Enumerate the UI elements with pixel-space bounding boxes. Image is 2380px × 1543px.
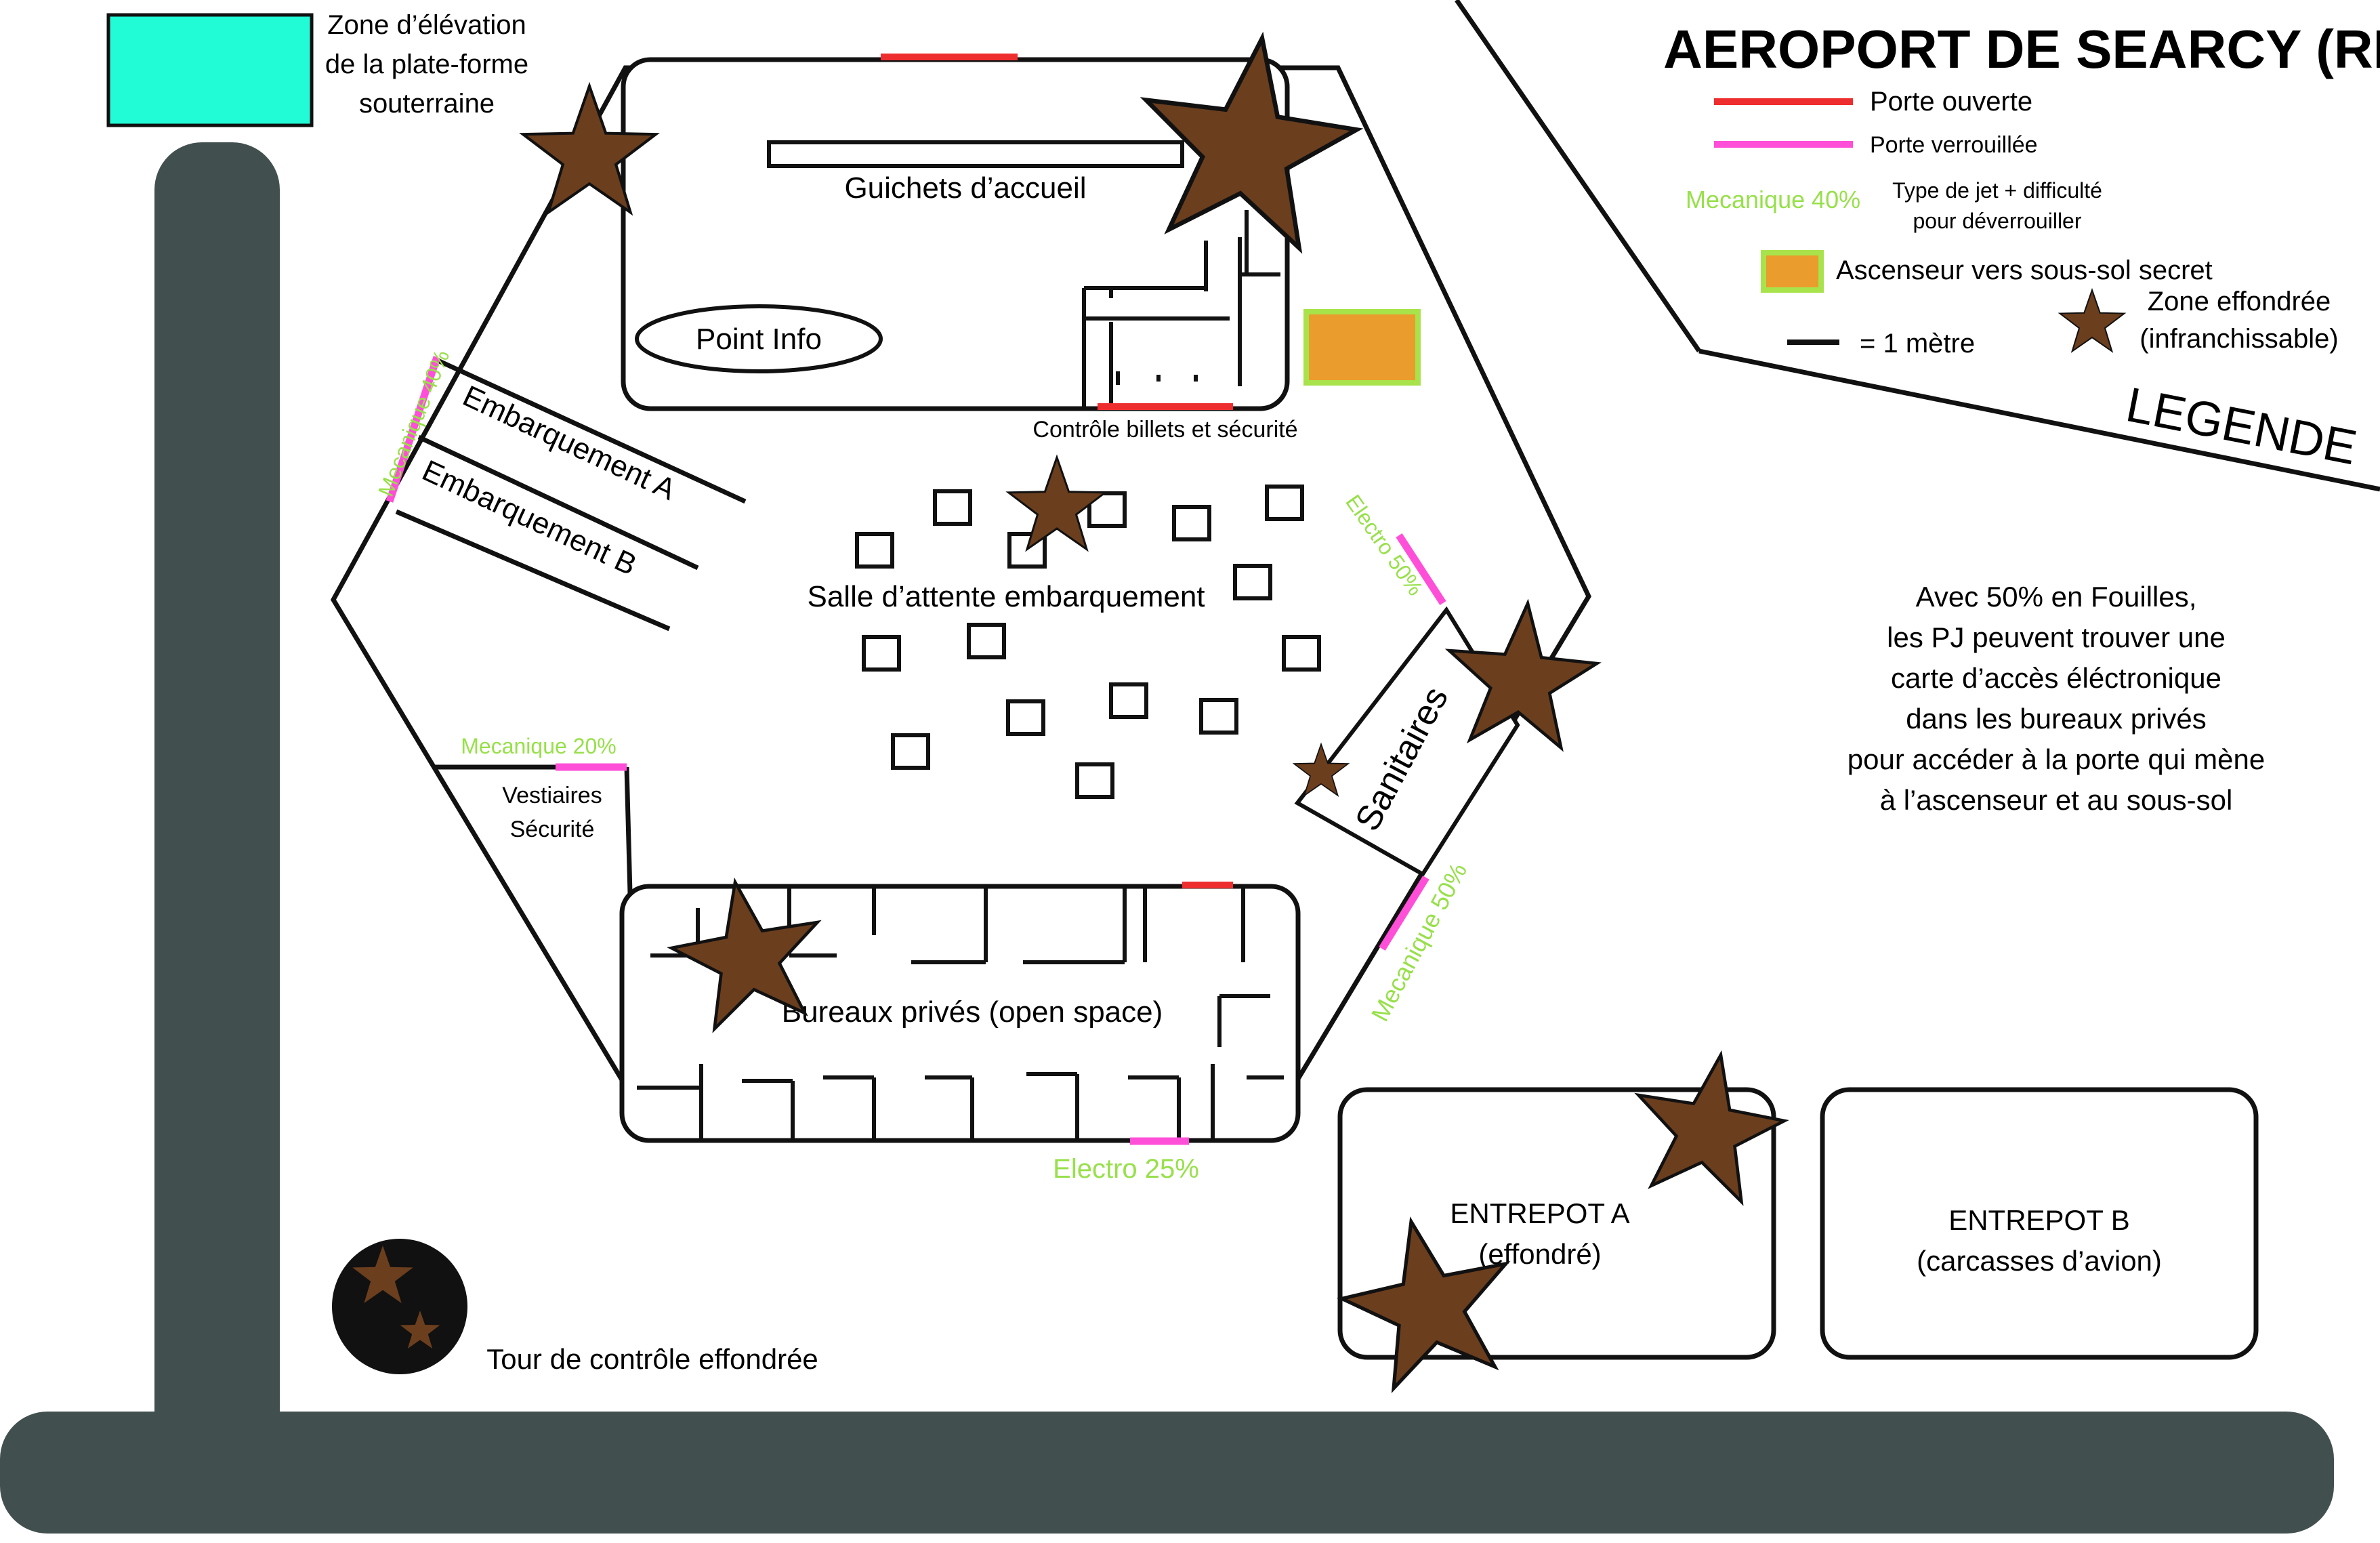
reception-label: Guichets d’accueil xyxy=(844,171,1086,205)
map-title: AEROPORT DE SEARCY (RDC) xyxy=(1663,19,2380,79)
warehouse-a-label-1: ENTREPOT A xyxy=(1450,1197,1629,1229)
waiting-area-label: Salle d’attente embarquement xyxy=(807,580,1205,613)
legend-collapsed-label-2: (infranchissable) xyxy=(2139,324,2338,354)
legend-elevator-label: Ascenseur vers sous-sol secret xyxy=(1836,255,2213,285)
note: Avec 50% en Fouilles, les PJ peuvent tro… xyxy=(1847,581,2265,816)
boarding-locked-door xyxy=(385,356,441,503)
legend-collapsed-star xyxy=(2059,289,2125,352)
warehouse-b-label-2: (carcasses d’avion) xyxy=(1917,1245,2162,1277)
note-line-5: pour accéder à la porte qui mène xyxy=(1847,743,2265,775)
skill-electro-50: Electro 50% xyxy=(1341,490,1427,600)
legend-elevator-swatch xyxy=(1761,250,1824,293)
restrooms-locked-door xyxy=(1396,533,1446,605)
office-partitions xyxy=(637,888,1284,1138)
platform-zone-label-1: Zone d’élévation xyxy=(327,10,526,40)
east-locked-door xyxy=(1379,876,1429,951)
legend-scale-label: = 1 mètre xyxy=(1860,329,1975,358)
info-point xyxy=(635,304,883,373)
platform-zone-label-3: souterraine xyxy=(359,89,495,119)
offices-label: Bureaux privés (open space) xyxy=(782,995,1163,1029)
boarding-corridors xyxy=(395,356,747,632)
skill-mecanique-20: Mecanique 20% xyxy=(461,734,616,758)
legend-door-open-label: Porte ouverte xyxy=(1870,87,2032,117)
waiting-seats xyxy=(855,485,1321,799)
road-vertical xyxy=(154,142,280,1464)
locker-room-label-2: Sécurité xyxy=(510,817,595,842)
legend-skill-desc-2: pour déverrouiller xyxy=(1913,209,2081,233)
note-line-6: à l’ascenseur et au sous-sol xyxy=(1880,784,2233,816)
warehouse-b-label-1: ENTREPOT B xyxy=(1948,1204,2130,1236)
control-tower-label: Tour de contrôle effondrée xyxy=(486,1343,818,1375)
legend-boundary xyxy=(1455,0,2380,492)
security-maze xyxy=(1082,210,1280,407)
elevator xyxy=(1303,309,1421,386)
security-check-label: Contrôle billets et sécurité xyxy=(1032,417,1297,443)
legend-door-locked-label: Porte verrouillée xyxy=(1870,132,2038,158)
platform-zone-label-2: de la plate-forme xyxy=(325,49,528,79)
warehouse-b xyxy=(1820,1087,2259,1360)
note-line-3: carte d’accès éléctronique xyxy=(1891,662,2221,694)
platform-elevation-zone xyxy=(106,13,314,127)
note-line-2: les PJ peuvent trouver une xyxy=(1887,621,2226,653)
note-line-1: Avec 50% en Fouilles, xyxy=(1916,581,2197,613)
control-tower xyxy=(332,1239,467,1374)
locker-room-label-1: Vestiaires xyxy=(502,783,602,808)
reception-counter xyxy=(767,140,1184,168)
info-point-label: Point Info xyxy=(696,323,822,356)
road-horizontal xyxy=(0,1412,2334,1534)
legend-collapsed-label-1: Zone effondrée xyxy=(2148,287,2331,316)
note-line-4: dans les bureaux privés xyxy=(1906,703,2207,735)
legend-skill-desc-1: Type de jet + difficulté xyxy=(1892,178,2102,203)
skill-electro-25: Electro 25% xyxy=(1053,1154,1199,1184)
legend-skill-example: Mecanique 40% xyxy=(1686,186,1860,213)
